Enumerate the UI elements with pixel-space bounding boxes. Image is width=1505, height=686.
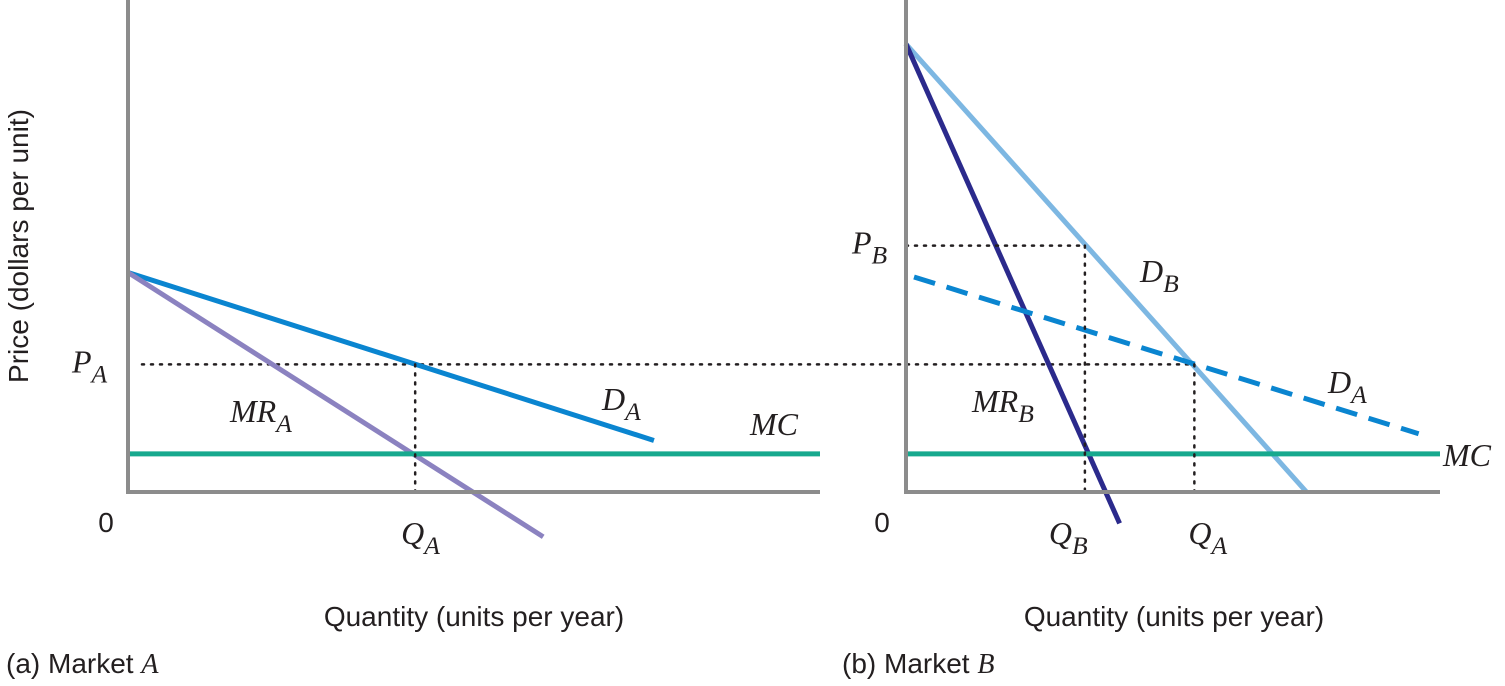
quantity-label-a-b-main: Q — [1188, 515, 1211, 551]
series-label-d-b-b-main: D — [1139, 253, 1163, 289]
series-label-mr-a-a-main: MR — [229, 393, 277, 429]
x-axis-label-b: Quantity (units per year) — [1024, 601, 1324, 632]
x-axis-label-a: Quantity (units per year) — [324, 601, 624, 632]
quantity-label-a-b: QA — [1188, 515, 1227, 560]
series-label-d-a-a-sub: A — [623, 397, 641, 426]
quantity-label-a-a-main: Q — [401, 515, 424, 551]
quantity-label-b-b-main: Q — [1049, 515, 1072, 551]
quantity-label-a-a: QA — [401, 515, 440, 560]
series-d-b-line-b — [904, 42, 1309, 494]
series-label-d-b-b-sub: B — [1163, 269, 1179, 298]
series-label-mc-b: MC — [1442, 437, 1492, 473]
price-label-b-sub: B — [872, 241, 888, 270]
series-d-a-line-b — [913, 274, 1420, 437]
quantity-label-a-b-sub: A — [1209, 531, 1227, 560]
price-label-b: PB — [851, 225, 888, 270]
panel-market-a: 0 Quantity (units per year) (a) Market A… — [6, 0, 820, 680]
price-label-b-main: P — [851, 225, 872, 261]
origin-label-b: 0 — [874, 507, 890, 538]
series-label-mc-a-main: MC — [749, 406, 799, 442]
panel-label-b-prefix: (b) Market — [842, 648, 977, 679]
panel-label-a-var: A — [139, 649, 159, 680]
series-mr-a-line-a — [126, 270, 545, 539]
series-label-mr-b-b: MRB — [971, 383, 1034, 428]
origin-label-a: 0 — [98, 507, 114, 538]
quantity-label-b-b-sub: B — [1072, 531, 1088, 560]
series-label-mr-a-a: MRA — [229, 393, 292, 438]
price-label-a-sub: A — [90, 359, 108, 388]
price-label-a: PA — [71, 343, 108, 388]
panel-label-b: (b) Market B — [842, 648, 994, 680]
series-label-d-a-a: DA — [601, 381, 641, 426]
quantity-label-b-b: QB — [1049, 515, 1088, 560]
price-label-a-main: P — [71, 343, 92, 379]
series-label-d-a-b: DA — [1327, 364, 1367, 409]
y-axis-label: Price (dollars per unit) — [3, 109, 34, 383]
series-label-mr-b-b-main: MR — [971, 383, 1019, 419]
series-label-d-a-b-sub: A — [1349, 380, 1367, 409]
series-label-mr-b-b-sub: B — [1018, 399, 1034, 428]
series-label-mc-b-main: MC — [1442, 437, 1492, 473]
series-label-d-b-b: DB — [1139, 253, 1179, 298]
series-label-d-a-b-main: D — [1327, 364, 1351, 400]
series-label-d-a-a-main: D — [601, 381, 625, 417]
series-label-mr-a-a-sub: A — [274, 409, 292, 438]
series-label-mc-a: MC — [749, 406, 799, 442]
panel-market-b: 0 Quantity (units per year) (b) Market B… — [842, 0, 1492, 680]
quantity-label-a-a-sub: A — [422, 531, 440, 560]
series-d-a-line-a — [127, 270, 655, 443]
panel-label-a: (a) Market A — [6, 648, 159, 680]
panel-label-a-prefix: (a) Market — [6, 648, 141, 679]
panel-label-b-var: B — [977, 649, 994, 680]
